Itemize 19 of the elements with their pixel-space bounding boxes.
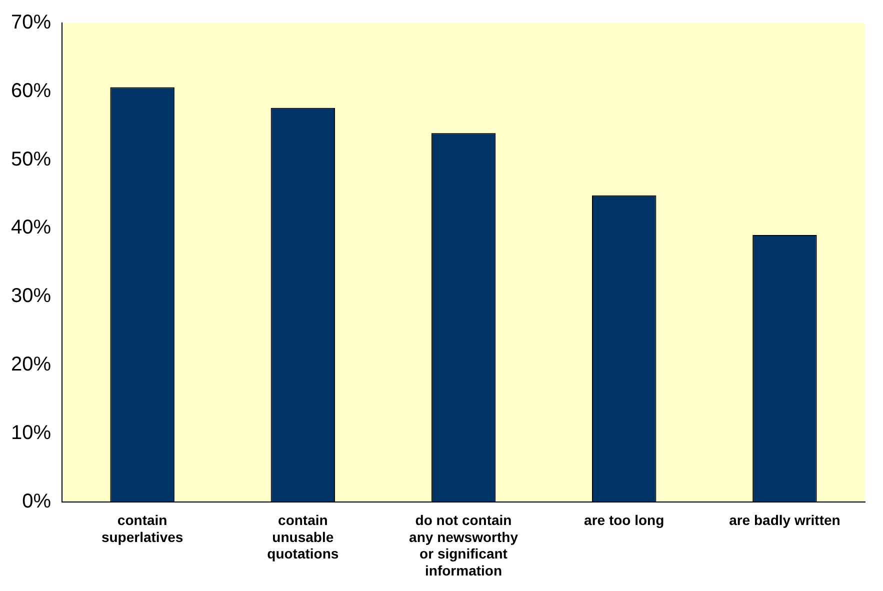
y-tick-label: 10%: [11, 422, 52, 444]
y-tick-label: 30%: [11, 285, 52, 308]
y-tick-label: 20%: [11, 354, 52, 376]
y-tick-label: 70%: [11, 12, 52, 34]
y-tick-label: 50%: [11, 148, 52, 170]
category-label: are too long: [584, 512, 664, 528]
category-label: do not contain: [415, 512, 512, 528]
category-label: any newsworthy: [409, 528, 518, 545]
category-label: information: [425, 562, 502, 578]
category-label: contain: [278, 512, 328, 528]
category-label: are badly written: [729, 512, 840, 528]
category-label: or significant: [420, 546, 508, 562]
category-label: contain: [117, 512, 168, 528]
y-tick-label: 60%: [11, 80, 52, 102]
category-label: unusable: [272, 528, 334, 545]
y-tick-label: 40%: [11, 216, 52, 239]
category-label: superlatives: [101, 528, 184, 545]
category-label: quotations: [267, 546, 339, 562]
y-tick-label: 0%: [22, 490, 52, 512]
